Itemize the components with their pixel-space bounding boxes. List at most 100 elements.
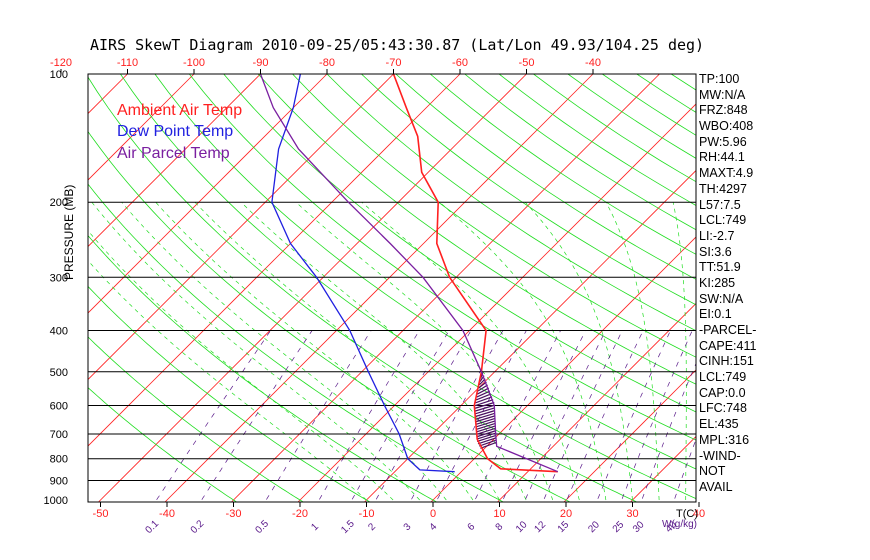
index-maxt: MAXT:4.9	[699, 166, 754, 181]
cape-hatch-line	[474, 410, 495, 418]
mixing-ratio-tick-label: 0.5	[253, 518, 271, 536]
bottom-temp-tick-label: -10	[359, 508, 375, 520]
plot-frame	[87, 73, 697, 503]
mixing-ratio-tick-label: 4	[428, 521, 440, 533]
index-si: SI:3.6	[699, 244, 732, 259]
cape-hatch-line	[476, 430, 496, 438]
mixing-ratio-line	[565, 330, 644, 502]
cape-hatch-line	[475, 412, 495, 420]
mixing-ratio-line	[640, 362, 696, 502]
bottom-temp-tick-label: -30	[226, 508, 242, 520]
mixing-ratio-tick-label: 2	[366, 521, 378, 533]
mixing-ratio-line	[620, 330, 693, 502]
pressure-tick-label: 900	[50, 476, 68, 488]
pressure-tick-label: 600	[50, 401, 68, 413]
mixing-ratio-line	[473, 330, 561, 502]
dry-adiabat-line	[154, 74, 696, 470]
isotherm-line	[164, 74, 594, 502]
dry-adiabat-line	[257, 74, 696, 385]
isotherm-line	[430, 236, 696, 502]
chart-title: AIRS SkewT Diagram 2010-09-25/05:43:30.8…	[90, 36, 705, 54]
legend-dew-point-temp: Dew Point Temp	[117, 123, 234, 140]
index-ei: EI:0.1	[699, 307, 732, 322]
top-temp-tick-label: -40	[585, 57, 601, 69]
index-el: EL:435	[699, 417, 739, 432]
mixing-ratio-tick-label: 0.2	[189, 518, 207, 536]
bottom-temp-tick-label: -50	[93, 508, 109, 520]
index-wind-avail: AVAIL	[699, 479, 733, 494]
isotherm-line	[88, 74, 195, 181]
cape-hatch-line	[475, 415, 496, 423]
isotherm-line	[297, 103, 696, 502]
top-temp-tick-label: -50	[519, 57, 535, 69]
dew-point-temp-line	[271, 74, 455, 473]
dry-adiabat-line	[120, 74, 696, 500]
mixing-ratio-line	[199, 330, 313, 502]
top-temp-tick-label: -120	[50, 57, 72, 69]
mixing-ratio-line	[350, 330, 450, 502]
index-parcel-header: -PARCEL-	[699, 323, 757, 337]
top-temp-tick-label: -80	[319, 57, 335, 69]
moist-adiabat-line	[605, 202, 660, 500]
cape-hatch-line	[474, 401, 495, 410]
cape-hatch-line	[474, 404, 495, 412]
x-axis-label: T(C)	[676, 508, 698, 520]
index-tt: TT:51.9	[699, 260, 741, 275]
moist-adiabat-line	[240, 201, 527, 501]
pressure-tick-label: 800	[50, 454, 68, 466]
index-l57: L57:7.5	[699, 197, 741, 212]
cape-hatch-line	[480, 441, 497, 449]
index-wind-not: NOT	[699, 464, 726, 479]
index-th: TH:4297	[699, 181, 747, 196]
mixing-ratio-tick-label: 10	[514, 519, 530, 535]
index-wind-header: -WIND-	[699, 448, 741, 463]
pressure-tick-label: 300	[50, 272, 68, 284]
cape-hatch-line	[476, 432, 497, 440]
mixing-ratio-line	[409, 330, 504, 502]
isotherm-line	[88, 74, 261, 248]
mixing-ratio-line	[523, 330, 607, 502]
mixing-ratio-tick-label: 20	[586, 519, 602, 535]
cape-hatch-line	[475, 396, 493, 404]
bottom-temp-tick-label: 20	[560, 508, 572, 520]
cape-hatch-line	[474, 399, 494, 407]
mixing-ratio-tick-label: 3	[402, 521, 414, 533]
mixing-ratio-tick-label: 1.5	[339, 518, 357, 536]
dry-adiabat-line	[326, 74, 696, 332]
mixing-ratio-line	[154, 330, 271, 502]
cape-hatch-line	[476, 427, 496, 435]
isotherm-line	[563, 369, 696, 502]
index-parcel-lcl: LCL:749	[699, 370, 747, 385]
index-mw: MW:N/A	[699, 87, 746, 102]
dry-adiabat-line	[88, 76, 638, 502]
mixing-ratio-tick-label: 30	[631, 519, 647, 535]
mixing-ratio-axis-label: W(g/kg)	[662, 519, 697, 530]
dry-adiabat-line	[88, 130, 571, 502]
cape-hatch-line	[475, 420, 496, 428]
cape-hatch-line	[475, 393, 492, 401]
mixing-ratio-line	[317, 330, 420, 502]
index-tp: TP:100	[699, 72, 740, 86]
moist-adiabat-line	[439, 201, 607, 501]
dry-adiabat-line	[464, 74, 696, 231]
bottom-temp-tick-label: 10	[493, 508, 505, 520]
index-pw: PW:5.96	[699, 134, 747, 149]
isotherm-line	[88, 74, 461, 447]
mixing-ratio-tick-label: 8	[494, 521, 506, 533]
isotherm-line	[88, 74, 128, 115]
cape-hatch-line	[478, 439, 497, 447]
mixing-ratio-line	[501, 330, 587, 502]
pressure-tick-label: 500	[50, 367, 68, 379]
air-parcel-temp-line	[259, 74, 559, 473]
index-wbo: WBO:408	[699, 119, 754, 134]
mixing-ratio-tick-label: 1	[309, 521, 321, 533]
index-frz: FRZ:848	[699, 103, 748, 118]
dry-adiabat-line	[395, 74, 696, 280]
cape-hatch-line	[475, 417, 496, 426]
isotherm-line	[88, 74, 394, 381]
mixing-ratio-tick-label: 0.1	[144, 518, 162, 536]
cape-hatch-line	[477, 437, 497, 445]
index-li: LI:-2.7	[699, 228, 735, 243]
mixing-ratio-line	[542, 330, 623, 502]
